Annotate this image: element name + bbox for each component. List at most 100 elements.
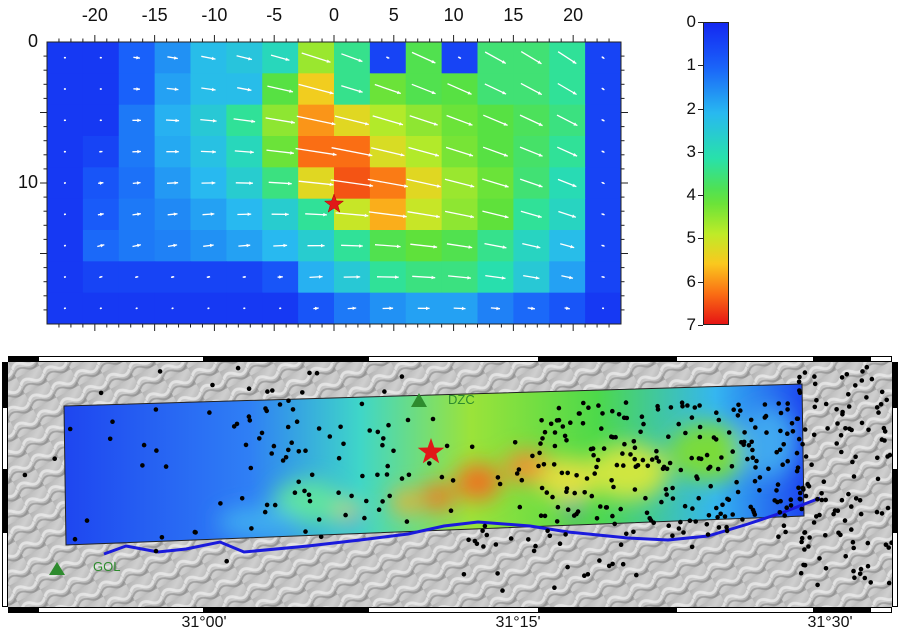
slip-cell [190,292,227,324]
slip-cell [477,104,514,137]
slip-cell [513,230,550,262]
slip-cell [441,104,479,137]
slip-cell [441,198,479,231]
slip-cell [334,104,371,137]
map-frame-segment [38,356,204,362]
map-frame-segment [38,607,204,613]
slip-cell [262,230,299,262]
colorbar-tick-label: 0 [686,12,696,31]
map-frame-segment [2,362,8,407]
slip-cell [441,261,479,294]
slip-cell [405,261,443,294]
x-tick-label: -15 [141,5,168,25]
map-frame-segment [870,607,892,613]
slip-cell [334,167,371,200]
slip-cell [369,230,407,262]
slip-cell [477,42,514,74]
colorbar-tick-label: 1 [686,55,696,75]
aftershock-dots [22,364,892,593]
slip-cell [47,230,84,262]
slip-cell [82,292,120,324]
slip-cell [226,104,263,137]
colorbar [703,22,729,325]
slip-cell [82,230,120,262]
colorbar-tick-label: 7 [686,315,696,334]
slip-cell [334,42,371,74]
slip-cell [334,73,371,106]
slip-cell [441,73,479,106]
slip-cell [226,136,263,168]
slip-cell [262,198,299,231]
slip-cell [334,261,371,294]
slip-cell [118,261,156,294]
x-tick-label: -20 [81,5,108,25]
slip-cell [369,261,407,294]
slip-cell [334,292,371,324]
slip-cell [298,42,335,74]
x-tick-label: 5 [388,5,399,25]
slip-cell [585,198,621,231]
colorbar-tick [698,325,703,326]
slip-cell [47,42,84,74]
slip-cell [298,167,335,200]
colorbar-tick [698,108,703,110]
colorbar-tick-label: 2 [686,98,696,118]
slip-cell [82,73,120,106]
slip-cell [226,292,263,324]
slip-cell [262,261,299,294]
slip-cell [298,198,335,231]
slip-cell [82,104,120,137]
map-frame-segment [2,532,8,607]
slip-cell [441,230,479,262]
slip-cell [298,136,335,168]
slip-cell [441,42,479,74]
map-frame-segment [204,356,368,362]
slip-cell [154,42,192,74]
longitude-label: 31°00' [181,614,227,631]
station-gol-label: GOL [93,559,120,574]
x-tick-label: -10 [201,5,228,25]
slip-cell [226,167,263,200]
colorbar-tick-label: 5 [686,228,696,248]
map-frame-segment [892,362,898,407]
slip-cell [154,198,192,231]
slip-cell [477,198,514,231]
slip-cell [405,42,443,74]
slip-cell [298,230,335,262]
slip-cell [298,292,335,324]
slip-cell [405,73,443,106]
slip-cell [118,73,156,106]
map-frame-segment [892,532,898,607]
map-frame-segment [892,407,898,470]
slip-cell [549,198,586,231]
slip-cell [441,292,479,324]
slip-cell [513,73,550,106]
x-tick-label: 0 [328,5,339,25]
slip-cell [82,136,120,168]
x-tick-label: 15 [503,5,524,25]
slip-cell [262,73,299,106]
x-tick-label: 10 [443,5,464,25]
colorbar-tick [698,195,703,197]
slip-cell [82,167,120,200]
y-tick-label: 0 [27,31,38,51]
slip-cell [405,167,443,200]
slip-cell [334,230,371,262]
slip-cell [262,167,299,200]
slip-cell [585,292,621,324]
slip-cell [549,292,586,324]
slip-cell [190,261,227,294]
slip-cell [154,230,192,262]
slip-cell [549,230,586,262]
longitude-label: 31°30' [807,614,853,631]
map-frame-segment [539,607,676,613]
slip-cell [585,42,621,74]
slip-cell [441,136,479,168]
slip-cell [226,261,263,294]
colorbar-tick-label: 3 [686,141,696,161]
colorbar-tick [698,22,703,23]
slip-cell [549,167,586,200]
map-frame-segment [870,356,892,362]
slip-cell [405,292,443,324]
slip-cell [585,261,621,294]
